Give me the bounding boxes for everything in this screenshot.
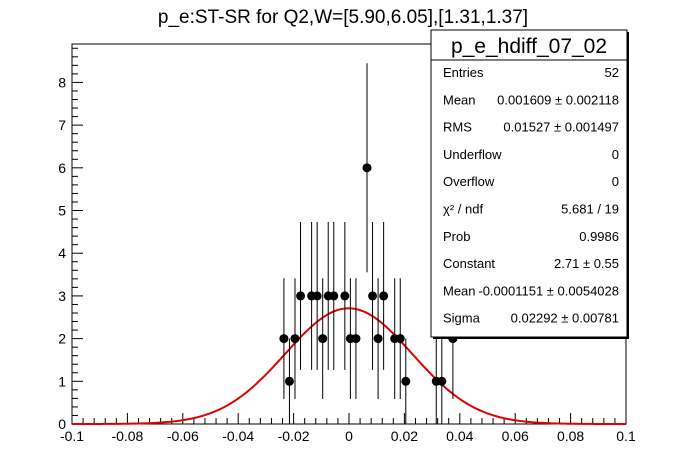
y-tick-label: 3: [58, 288, 66, 304]
x-tick-label: -0.04: [222, 428, 254, 444]
x-tick-label: -0.1: [60, 428, 84, 444]
stats-row-label: Sigma: [443, 311, 481, 326]
x-tick-label: -0.06: [167, 428, 199, 444]
y-tick-label: 1: [58, 373, 66, 389]
stats-row-value: 0.01527 ± 0.001497: [503, 120, 619, 135]
axes: -0.1 -0.08 -0.06 -0.04 -0.02 0 0.02 0.04 0.06 0.0…: [58, 47, 636, 444]
stats-row-value: 0.001609 ± 0.002118: [497, 92, 619, 107]
y-tick-label: 2: [58, 331, 66, 347]
data-point: [290, 334, 300, 344]
stats-box-title: p_e_hdiff_07_02: [451, 35, 607, 58]
data-point: [296, 291, 306, 301]
gaussian-fit: [72, 307, 626, 425]
data-point: [312, 291, 322, 301]
data-point: [379, 291, 389, 301]
stats-row-label: Mean: [443, 283, 476, 298]
x-tick-label: 0.04: [446, 428, 473, 444]
x-tick-label: 0.02: [391, 428, 418, 444]
data-point: [351, 334, 361, 344]
data-point: [318, 334, 328, 344]
y-tick-label: 4: [58, 245, 66, 261]
stats-row-value: 0.02292 ± 0.00781: [511, 311, 619, 326]
y-tick-label: 5: [58, 203, 66, 219]
stats-row-label: Entries: [443, 65, 484, 80]
stats-row-value: 52: [605, 65, 619, 80]
stats-box: p_e_hdiff_07_02 Entries 52 Mean 0.001609 ± 0…: [430, 29, 629, 339]
x-tick-label: 0: [345, 428, 353, 444]
stats-row-label: RMS: [443, 120, 472, 135]
stats-row-label: Prob: [443, 229, 470, 244]
stats-row-value: 2.71 ± 0.55: [554, 256, 619, 271]
stats-row-value: -0.0001151 ± 0.0054028: [478, 283, 619, 298]
data-point: [340, 291, 350, 301]
fit-curve: [72, 307, 626, 425]
data-point: [279, 334, 289, 344]
y-tick-label: 0: [58, 416, 66, 432]
x-tick-label: -0.08: [111, 428, 143, 444]
data-point: [284, 376, 294, 386]
stats-row-label: Underflow: [443, 147, 502, 162]
data-point: [395, 334, 405, 344]
stats-row-label: χ² / ndf: [443, 202, 483, 217]
x-tick-label: 0.06: [502, 428, 529, 444]
data-point: [368, 291, 378, 301]
data-point: [437, 376, 447, 386]
data-points: [279, 63, 458, 424]
data-point: [329, 291, 339, 301]
x-tick-label: -0.02: [278, 428, 310, 444]
y-tick-label: 8: [58, 74, 66, 90]
stats-row-label: Overflow: [443, 174, 495, 189]
data-point: [362, 163, 372, 173]
x-tick-label: 0.1: [616, 428, 636, 444]
stats-row-value: 5.681 / 19: [561, 202, 619, 217]
y-tick-label: 7: [58, 117, 66, 133]
x-tick-label: 0.08: [557, 428, 584, 444]
chart-title: p_e:ST-SR for Q2,W=[5.90,6.05],[1.31,1.3…: [158, 7, 528, 28]
stats-row-value: 0: [612, 174, 619, 189]
stats-row-value: 0: [612, 147, 619, 162]
data-point: [373, 334, 383, 344]
stats-row-label: Constant: [443, 256, 495, 271]
stats-row-value: 0.9986: [579, 229, 619, 244]
y-tick-label: 6: [58, 160, 66, 176]
stats-row-label: Mean: [443, 92, 476, 107]
data-point: [401, 376, 411, 386]
stats-box-frame: [430, 29, 628, 338]
